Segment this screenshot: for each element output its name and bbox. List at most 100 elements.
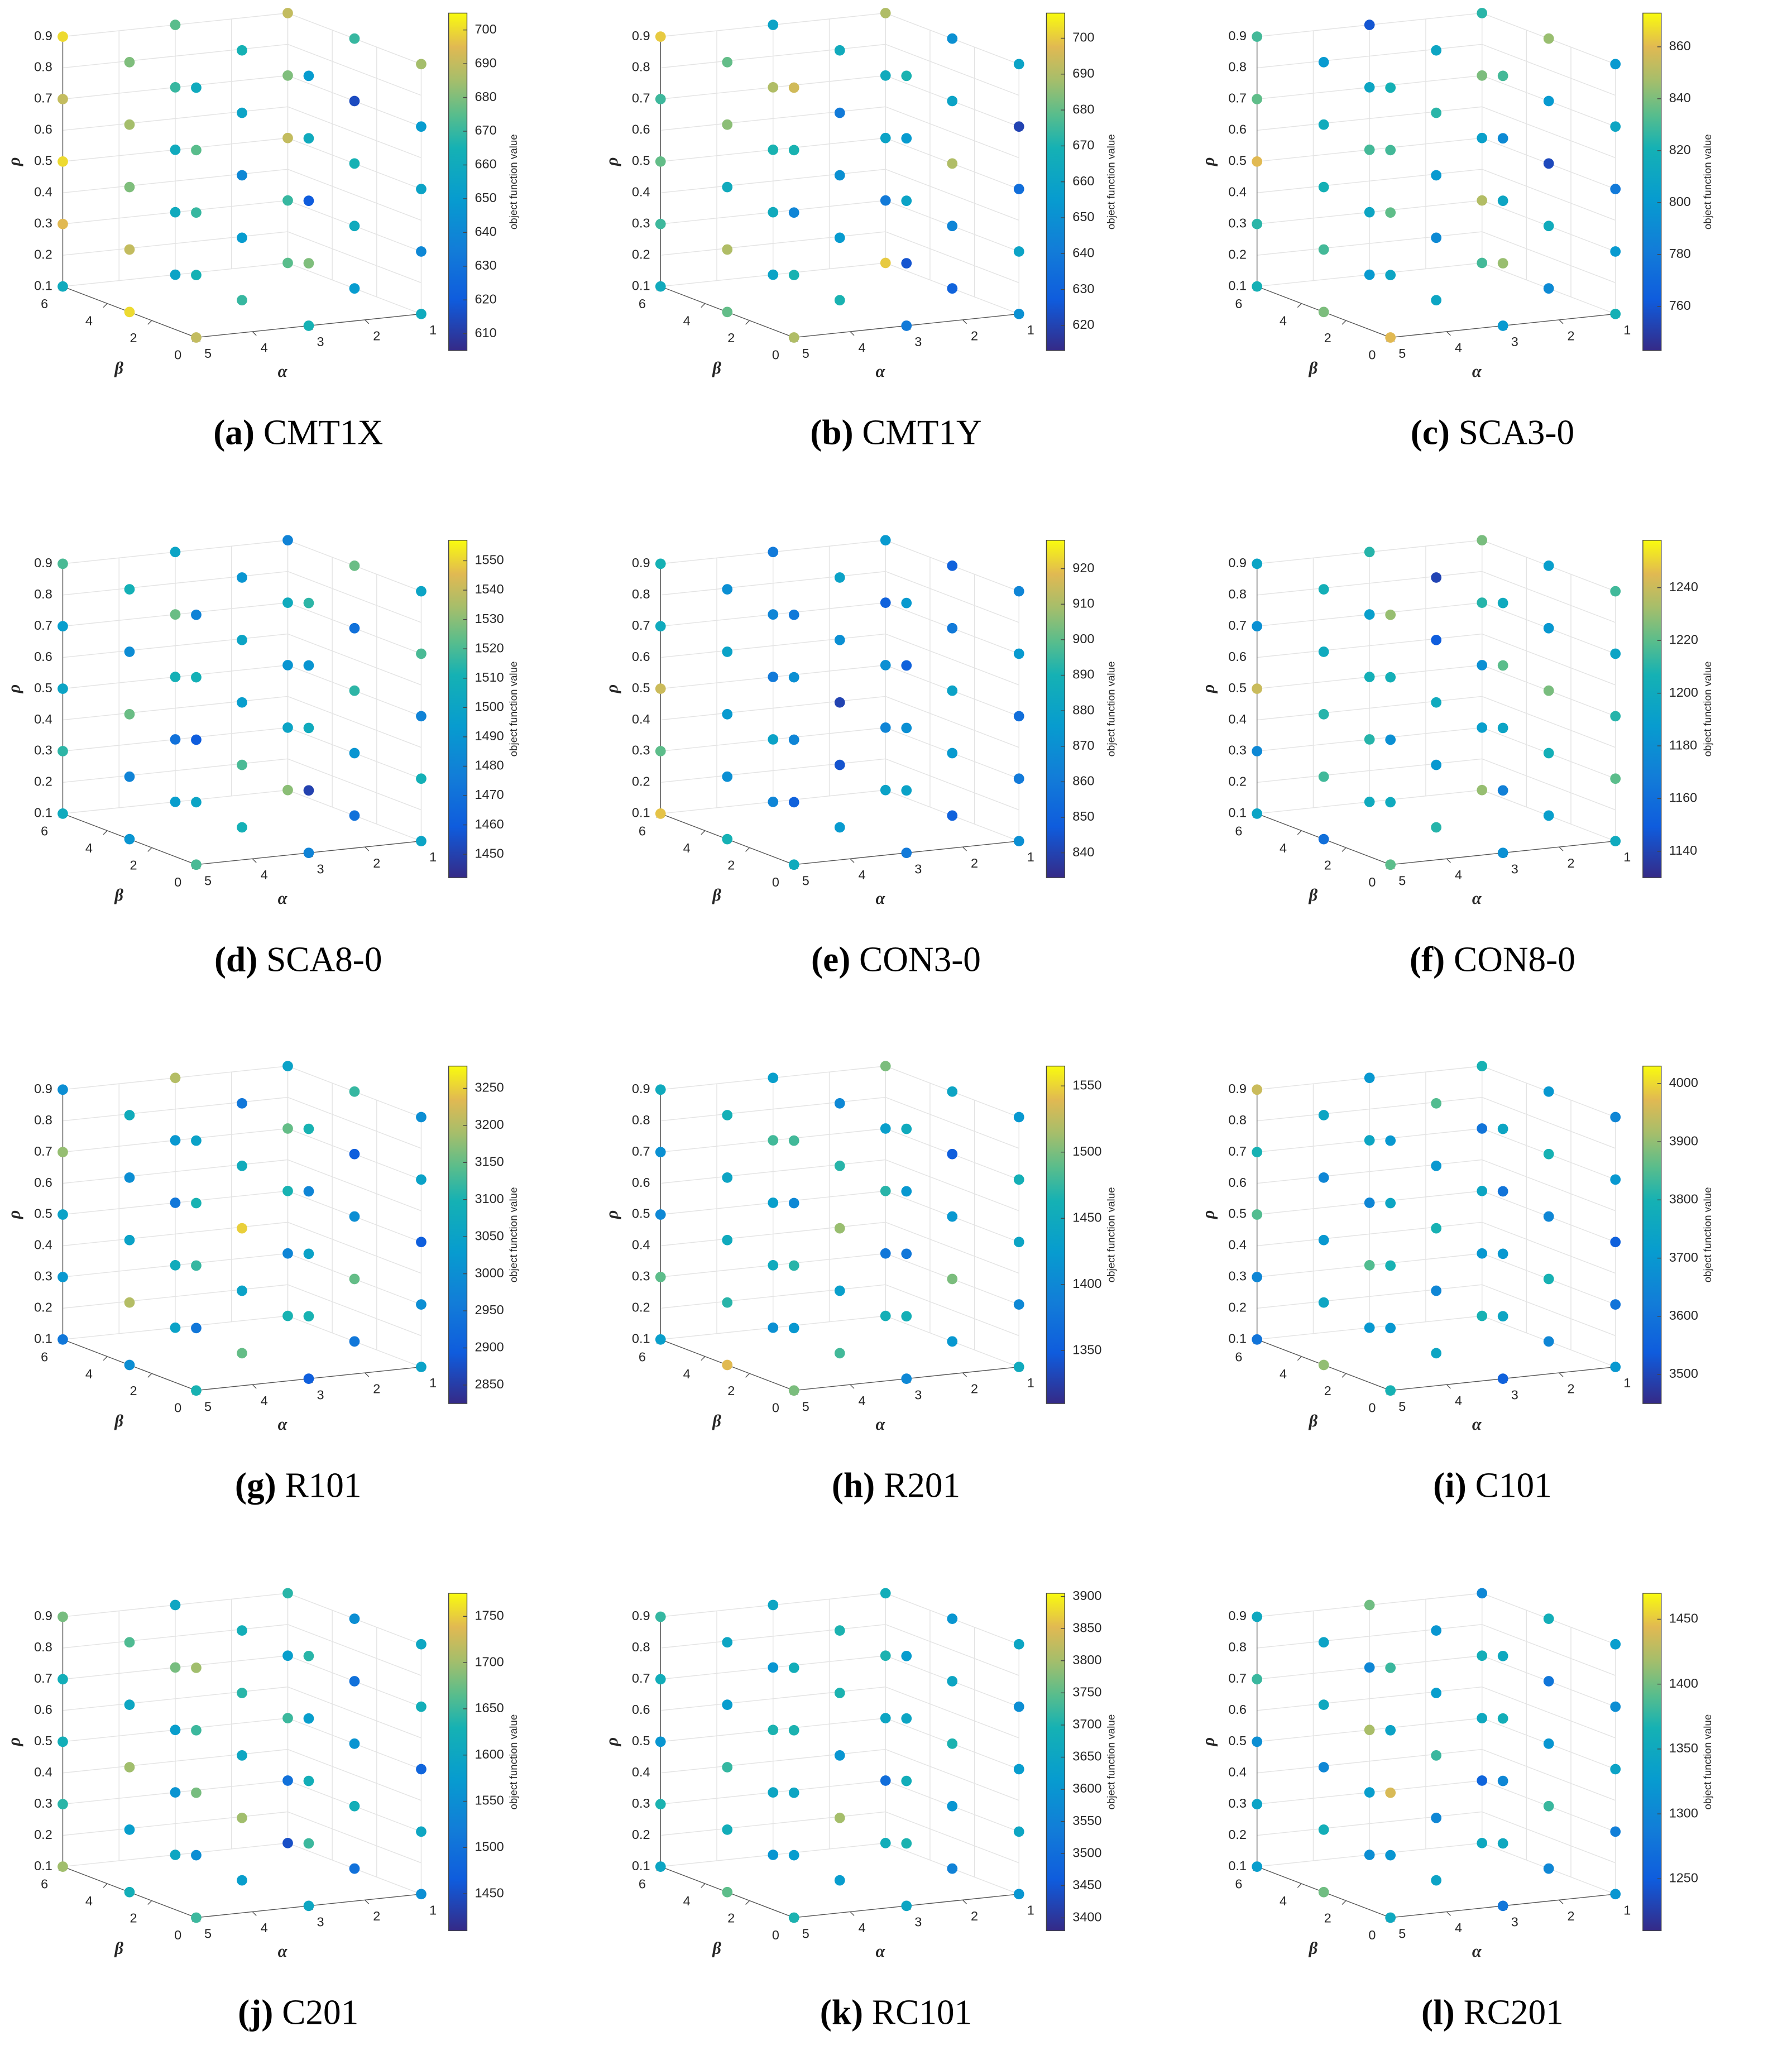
point (170, 1322, 181, 1333)
tick-mark (1559, 319, 1564, 324)
point (170, 1725, 181, 1736)
point (947, 1613, 958, 1624)
grid-line (63, 1128, 421, 1180)
z-tick-label: 0.9 (632, 1608, 650, 1623)
caption-space (1455, 1992, 1464, 2032)
caption: (k) RC101 (820, 1992, 972, 2032)
point (834, 107, 845, 118)
colorbar-tick-label: 3700 (1072, 1717, 1101, 1731)
point (170, 269, 181, 280)
point (58, 746, 68, 756)
grid-line (1257, 1190, 1616, 1243)
point (1364, 1787, 1375, 1798)
point (1497, 1311, 1508, 1322)
z-tick-label: 0.7 (632, 618, 650, 633)
colorbar-tick-label: 3250 (475, 1080, 504, 1095)
point (722, 1297, 733, 1308)
colorbar-tick-label: 3600 (1669, 1308, 1698, 1323)
point (1610, 836, 1621, 846)
colorbar-tick-label: 620 (475, 291, 497, 306)
z-tick-label: 0.5 (632, 154, 650, 168)
z-tick-label: 0.3 (632, 743, 650, 758)
point (834, 1223, 845, 1234)
tick-mark (103, 830, 108, 835)
point (170, 82, 181, 93)
point (947, 1211, 958, 1222)
point (768, 20, 779, 30)
point (58, 1084, 68, 1095)
point (1364, 82, 1375, 93)
colorbar-tick-label: 4000 (1669, 1075, 1698, 1090)
grid-line (63, 1780, 421, 1832)
tick-mark (252, 1384, 257, 1389)
caption-space (1445, 940, 1454, 979)
point (237, 107, 247, 118)
point (1610, 1701, 1621, 1712)
x-tick-label: 4 (261, 868, 268, 882)
z-tick-label: 0.3 (34, 743, 52, 758)
point (1318, 1699, 1329, 1710)
z-tick-label: 0.8 (1228, 1113, 1247, 1127)
point (768, 734, 779, 745)
colorbar-tick-label: 910 (1072, 596, 1094, 610)
point (58, 1272, 68, 1282)
colorbar-tick-label: 1700 (475, 1654, 504, 1669)
colorbar-tick-label: 650 (1072, 209, 1094, 224)
y-tick-label: 6 (1235, 1877, 1242, 1891)
point (880, 722, 891, 733)
z-tick-label: 0.2 (34, 1300, 52, 1315)
point (1013, 59, 1024, 70)
point (416, 586, 427, 597)
z-tick-label: 0.7 (632, 1144, 650, 1158)
z-tick-label: 0.1 (1228, 278, 1247, 293)
grid-line (1257, 1717, 1616, 1770)
point (834, 1160, 845, 1171)
grid-line (1257, 1842, 1616, 1895)
y-tick-label: 0 (174, 1928, 181, 1942)
point (124, 1886, 135, 1898)
z-tick-label: 0.1 (1228, 806, 1247, 820)
point (880, 1186, 891, 1196)
z-tick-label: 0.5 (34, 681, 52, 695)
panel: 0.1 0.2 0.3 0.4 0.5 0.6 0.7 0.8 0.9 1 2 3 4 5 0 2 4 6 ρ α β 1… (1199, 1588, 1713, 2032)
point (1543, 1613, 1554, 1624)
x-tick-label: 2 (971, 856, 978, 870)
tick-mark (962, 319, 967, 324)
caption-space (255, 413, 263, 452)
grid-line (1257, 1315, 1616, 1368)
point (1477, 8, 1488, 18)
grid-line (1257, 200, 1616, 252)
y-tick-label: 4 (85, 1367, 93, 1381)
z-tick-label: 0.5 (632, 1733, 650, 1748)
point (170, 1259, 181, 1271)
point (58, 558, 68, 569)
point (880, 660, 891, 670)
y-tick-label: 4 (85, 1894, 93, 1908)
point (1364, 1322, 1375, 1333)
point (349, 1148, 360, 1160)
x-tick-label: 5 (204, 873, 212, 888)
y-tick-label: 2 (1324, 858, 1331, 872)
point (237, 1750, 247, 1761)
y-tick-label: 0 (772, 875, 779, 889)
x-tick-label: 4 (1455, 1393, 1462, 1408)
z-axis-label: ρ (4, 1737, 23, 1747)
grid-line (63, 727, 421, 779)
z-axis-label: ρ (4, 684, 23, 694)
point (349, 622, 360, 634)
x-axis-label: α (875, 1942, 885, 1961)
colorbar (448, 1065, 468, 1404)
y-axis-label: β (114, 885, 123, 904)
colorbar-tick-label: 1450 (1669, 1611, 1698, 1626)
point (124, 1359, 135, 1371)
z-tick-label: 0.7 (1228, 1671, 1247, 1685)
x-tick-label: 1 (1623, 1376, 1631, 1390)
colorbar-tick-label: 1250 (1669, 1871, 1698, 1885)
point (303, 1775, 314, 1786)
point (191, 270, 202, 281)
point (788, 1850, 799, 1861)
point (722, 181, 733, 193)
x-axis-label: α (1472, 1942, 1482, 1961)
point (1610, 1362, 1621, 1372)
grid-line (660, 1065, 1019, 1118)
